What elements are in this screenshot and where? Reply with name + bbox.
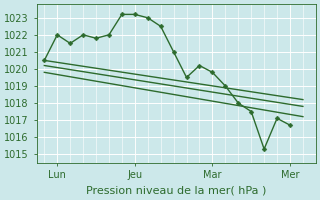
X-axis label: Pression niveau de la mer( hPa ): Pression niveau de la mer( hPa )	[86, 186, 266, 196]
